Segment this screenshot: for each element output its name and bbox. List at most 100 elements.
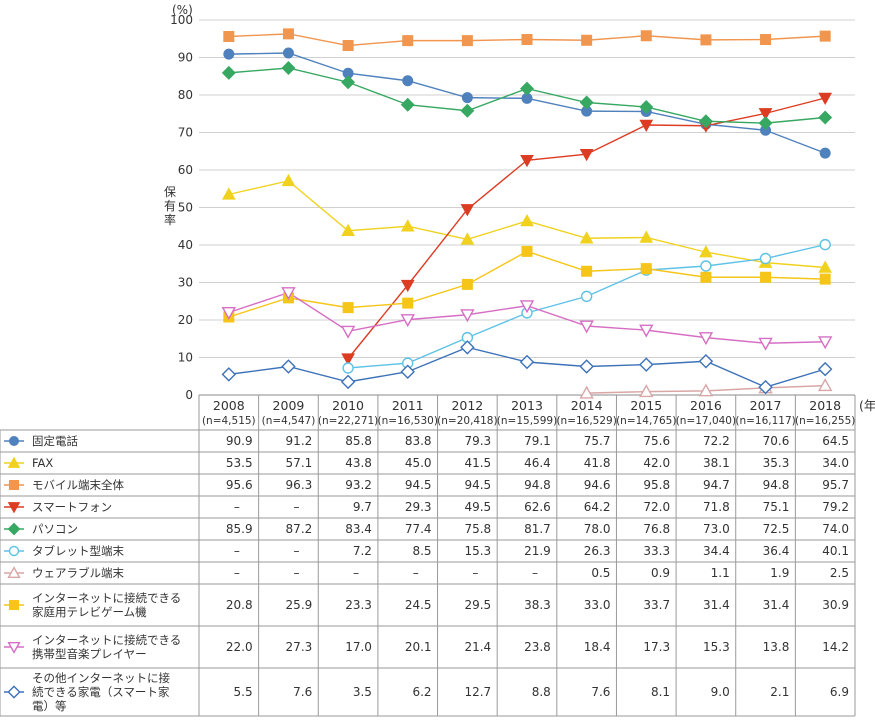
- legend-label: ウェアラブル端末: [32, 566, 124, 580]
- table-cell: 41.8: [584, 456, 611, 470]
- data-point: [640, 263, 652, 275]
- table-cell: 75.8: [464, 522, 491, 536]
- x-sample-size-label: (n=16,529): [556, 415, 616, 427]
- y-tick-label: 40: [178, 238, 193, 252]
- table-cell: 35.3: [763, 456, 790, 470]
- table-cell: 18.4: [584, 640, 611, 654]
- series-line: [348, 243, 826, 369]
- table-cell: –: [293, 566, 299, 580]
- table-cell: 36.4: [763, 544, 790, 558]
- data-point: [698, 114, 713, 129]
- data-point: [221, 307, 237, 320]
- table-cell: 75.7: [584, 434, 611, 448]
- data-point: [521, 245, 533, 257]
- table-cell: 70.6: [763, 434, 790, 448]
- y-tick-label: 70: [178, 126, 193, 140]
- x-tick-label: 2015: [630, 398, 662, 413]
- legend-label: タブレット型端末: [32, 544, 124, 558]
- data-point: [579, 231, 594, 244]
- table-cell: 83.8: [405, 434, 432, 448]
- data-point: [341, 223, 355, 237]
- data-point: [281, 287, 296, 301]
- legend-label: 続できる家電（スマート家: [32, 685, 170, 699]
- table-cell: 72.2: [703, 434, 730, 448]
- y-tick-label: 0: [185, 388, 193, 402]
- table-cell: 87.2: [286, 522, 313, 536]
- data-point: [700, 260, 712, 272]
- data-point: [817, 361, 833, 377]
- table-cell: 74.0: [822, 522, 849, 536]
- table-cell: 33.7: [643, 598, 670, 612]
- table-cell: 17.3: [643, 640, 670, 654]
- table-cell: 53.5: [226, 456, 253, 470]
- legend-label: モバイル端末全体: [32, 478, 124, 492]
- table-cell: 7.6: [591, 685, 610, 699]
- data-point: [520, 81, 534, 96]
- data-point: [818, 92, 833, 106]
- table-cell: 29.3: [405, 500, 432, 514]
- x-axis: 2008 (n=4,515) 2009 (n=4,547) 2010 (n=22,271)…: [202, 398, 875, 427]
- table-cell: 83.4: [345, 522, 372, 536]
- data-point: [819, 273, 831, 285]
- table-cell: 31.4: [763, 598, 790, 612]
- data-point: [758, 116, 773, 131]
- x-sample-size-label: (n=16,117): [735, 415, 795, 427]
- data-point: [402, 297, 414, 309]
- y-tick-label: 30: [178, 276, 193, 290]
- data-point: [519, 354, 535, 370]
- x-sample-size-label: (n=16,255): [795, 415, 855, 427]
- x-sample-size-label: (n=15,599): [497, 415, 557, 427]
- x-sample-size-label: (n=16,530): [378, 415, 438, 427]
- y-tick-label: 90: [178, 51, 193, 65]
- table-cell: 64.2: [584, 500, 611, 514]
- table-cell: 14.2: [822, 640, 849, 654]
- y-tick-label: 20: [178, 313, 193, 327]
- data-point: [461, 92, 473, 104]
- table-cell: 0.9: [651, 566, 670, 580]
- table-cell: 27.3: [286, 640, 313, 654]
- legend-marker: [7, 502, 21, 514]
- table-cell: 94.5: [464, 478, 491, 492]
- table-cell: 72.0: [643, 500, 670, 514]
- data-point: [342, 362, 354, 374]
- data-point: [223, 31, 235, 42]
- legend-label: 携帯型音楽プレイヤー: [32, 647, 147, 661]
- data-point: [818, 110, 833, 125]
- table-cell: –: [353, 566, 359, 580]
- table-cell: 94.8: [763, 478, 790, 492]
- data-point: [639, 230, 654, 243]
- x-tick-label: 2016: [690, 398, 722, 413]
- table-cell: 45.0: [405, 456, 432, 470]
- table-cell: 5.5: [234, 685, 253, 699]
- table-cell: 94.8: [524, 478, 551, 492]
- series-markers: [221, 28, 833, 399]
- data-point: [579, 148, 594, 162]
- x-sample-size-label: (n=17,040): [676, 415, 736, 427]
- data-point: [639, 324, 654, 338]
- legend-marker: [9, 436, 19, 446]
- table-cell: –: [472, 566, 478, 580]
- data-table: 固定電話 90.9 91.2 85.8 83.8 79.3 79.1 75.7 75.6 72.2…: [0, 395, 856, 717]
- legend-label: スマートフォン: [32, 500, 112, 514]
- table-cell: 1.9: [770, 566, 789, 580]
- data-point: [340, 325, 356, 339]
- data-point: [400, 314, 415, 328]
- data-point: [461, 278, 473, 290]
- data-point: [758, 379, 773, 395]
- data-point: [639, 357, 654, 372]
- data-point: [223, 48, 235, 60]
- data-point: [400, 364, 415, 379]
- table-cell: 49.5: [464, 500, 491, 514]
- table-cell: 6.2: [412, 685, 431, 699]
- table-cell: 42.0: [643, 456, 670, 470]
- data-point: [579, 359, 594, 374]
- table-cell: –: [413, 566, 419, 580]
- table-cell: 25.9: [286, 598, 313, 612]
- x-tick-label: 2009: [273, 398, 305, 413]
- legend-marker: [7, 641, 21, 654]
- table-cell: 91.2: [286, 434, 313, 448]
- table-cell: 71.8: [703, 500, 730, 514]
- data-point: [221, 367, 237, 382]
- table-cell: –: [532, 566, 538, 580]
- table-cell: –: [234, 500, 240, 514]
